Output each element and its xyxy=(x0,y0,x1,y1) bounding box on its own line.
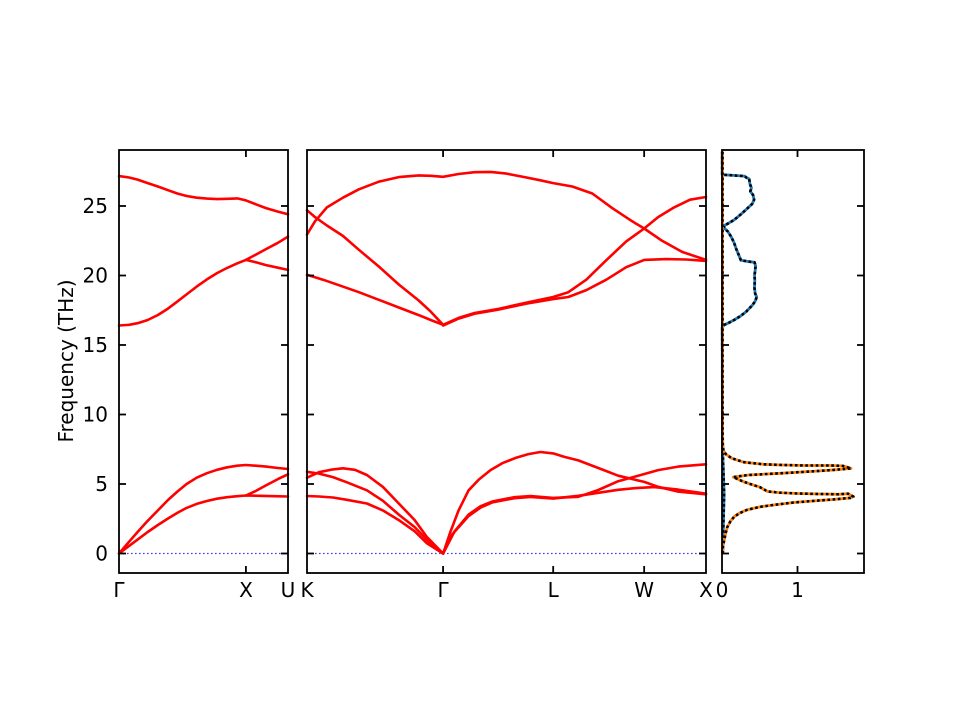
panel-frame xyxy=(721,149,865,574)
kpoint-label: X xyxy=(699,578,713,602)
phonon-band-line xyxy=(305,273,445,327)
dos-x-tick-label: 0 xyxy=(716,578,729,602)
panel-frame xyxy=(306,149,707,574)
y-tick-label: 5 xyxy=(95,472,108,496)
kpoint-label: L xyxy=(548,578,560,602)
kpoint-label: Γ xyxy=(113,578,125,602)
y-tick-label: 10 xyxy=(83,403,108,427)
kpoint-label: W xyxy=(634,578,654,602)
phonon-band-line xyxy=(244,258,290,272)
phonon-band-line xyxy=(117,258,248,327)
phonon-band-line xyxy=(305,466,445,555)
y-tick-label: 15 xyxy=(83,333,108,357)
phonon-band-line xyxy=(441,450,708,555)
phonon-band-line xyxy=(441,485,708,555)
y-tick-label: 0 xyxy=(95,542,108,566)
phonon-band-line xyxy=(441,195,708,327)
kpoint-label: U xyxy=(281,578,296,602)
panel-band-left: 0 5 10 15 20 25 Γ X U xyxy=(83,149,296,602)
phonon-band-line xyxy=(244,472,290,497)
dos-x-tick-label: 1 xyxy=(791,578,804,602)
phonon-band-line xyxy=(117,463,290,555)
phonon-band-line xyxy=(244,235,290,262)
kpoint-label: X xyxy=(239,578,253,602)
phonon-band-line xyxy=(305,494,445,555)
kpoint-label: K xyxy=(300,578,314,602)
phonon-band-line xyxy=(305,208,445,327)
phonon-band-line xyxy=(117,494,290,555)
phonon-band-line xyxy=(117,174,290,216)
y-axis-label: Frequency (THz) xyxy=(54,279,78,443)
phonon-band-line xyxy=(305,170,708,262)
dos-lower-projection xyxy=(721,151,855,554)
dos-upper-projection xyxy=(720,151,759,554)
panel-frame xyxy=(118,149,289,574)
y-tick-label: 20 xyxy=(83,264,108,288)
phonon-band-line xyxy=(305,470,445,555)
y-tick-label: 25 xyxy=(83,194,108,218)
phonon-band-line xyxy=(441,257,708,327)
kpoint-label: Γ xyxy=(437,578,449,602)
dos-upper-projection-dotted-overlay xyxy=(720,151,759,554)
